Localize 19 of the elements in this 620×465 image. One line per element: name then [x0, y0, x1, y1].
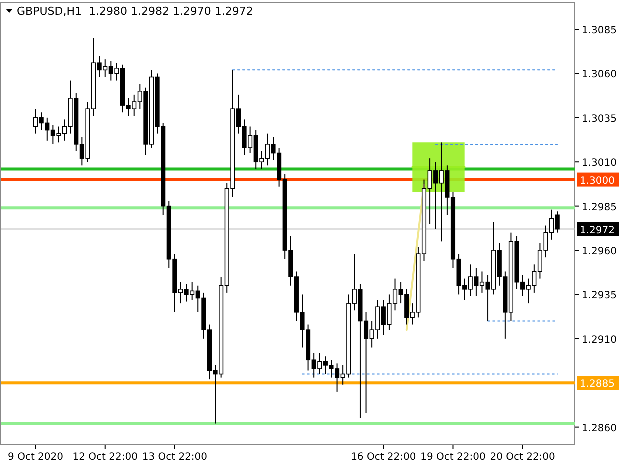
x-tick-label: 12 Oct 22:00: [72, 452, 138, 463]
y-tick-label: 1.2935: [582, 290, 617, 302]
x-tick-label: 19 Oct 22:00: [420, 452, 486, 463]
y-tick-label: 1.3035: [582, 114, 617, 125]
y-tick-label: 1.3060: [582, 70, 617, 81]
y-tick-label: 1.2860: [582, 423, 617, 434]
ref-line-label: 1.2885: [580, 379, 615, 390]
ref-line-label: 1.3000: [580, 176, 615, 187]
x-tick-label: 13 Oct 22:00: [142, 452, 208, 463]
y-tick-label: 1.3010: [582, 158, 617, 170]
x-tick-label: 16 Oct 22:00: [351, 452, 416, 463]
x-tick-label: 9 Oct 2020: [8, 452, 64, 463]
y-tick-label: 1.3085: [582, 26, 617, 37]
y-tick-label: 1.2910: [582, 334, 617, 346]
y-tick-label: 1.2960: [582, 246, 617, 258]
chart-title: GBPUSD,H1 1.2980 1.2982 1.2970 1.2972: [17, 5, 254, 18]
x-tick-label: 20 Oct 22:00: [490, 452, 556, 463]
ref-line-label: 1.2972: [580, 225, 615, 236]
y-tick-label: 1.2985: [582, 202, 617, 214]
